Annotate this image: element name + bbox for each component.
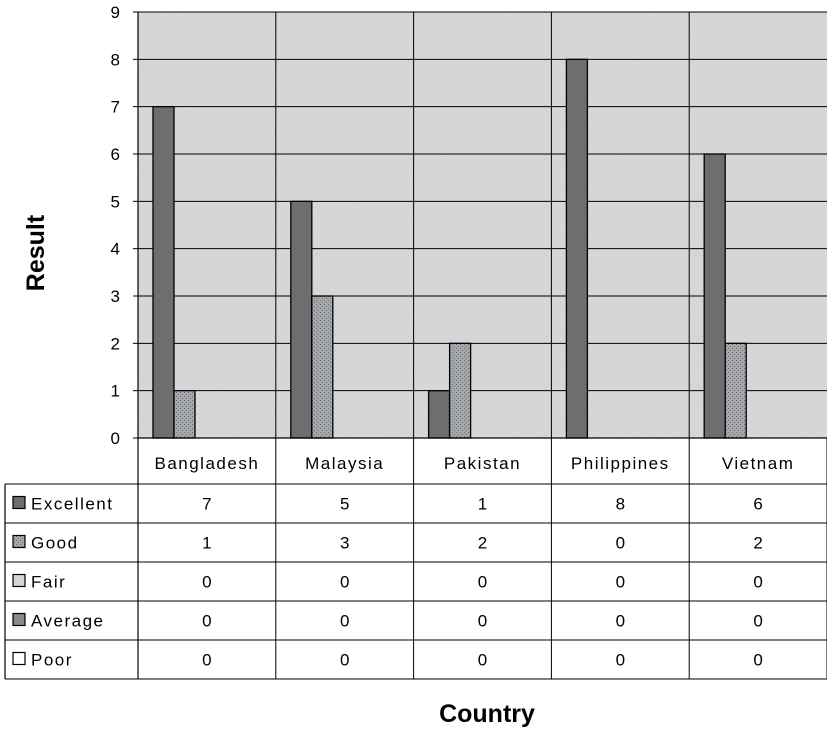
legend-label-poor: Poor: [31, 651, 73, 670]
legend-key-fair: [12, 573, 26, 588]
x-tick-label: Vietnam: [722, 454, 795, 473]
y-tick-label: 7: [111, 98, 120, 117]
bar-good-pakistan: [448, 342, 472, 439]
table-cell-value: 0: [616, 573, 625, 592]
x-axis-title: Country: [439, 700, 535, 728]
y-tick-label: 1: [111, 382, 120, 401]
table-cell-value: 3: [340, 534, 349, 553]
table-cell-value: 6: [753, 495, 762, 514]
table-cell-value: 0: [202, 651, 211, 670]
legend-key-average: [12, 612, 26, 627]
y-tick-label: 9: [111, 3, 120, 22]
y-tick-label: 6: [111, 145, 120, 164]
bar-excellent-pakistan: [427, 390, 451, 439]
table-cell-value: 2: [478, 534, 487, 553]
y-tick-label: 3: [111, 287, 120, 306]
legend-label-good: Good: [31, 534, 79, 553]
y-tick-label: 8: [111, 50, 120, 69]
y-tick-label: 2: [111, 334, 120, 353]
legend-key-excellent: [12, 495, 26, 510]
table-cell-value: 0: [753, 651, 762, 670]
x-tick-label: Malaysia: [305, 454, 384, 473]
legend-key-poor: [12, 651, 26, 666]
y-axis-title: Result: [22, 214, 50, 291]
axes: [133, 11, 827, 439]
bar-good-bangladesh: [173, 390, 196, 439]
table-cell-value: 0: [340, 573, 349, 592]
table-cell-value: 0: [753, 612, 762, 631]
table-cell-value: 0: [478, 573, 487, 592]
x-tick-label: Philippines: [571, 454, 670, 473]
bar-excellent-vietnam: [703, 153, 726, 439]
table-cell-value: 0: [340, 651, 349, 670]
table-cell-value: 8: [616, 495, 625, 514]
legend-label-fair: Fair: [31, 573, 66, 592]
table-cell-value: 7: [202, 495, 211, 514]
x-tick-label: Pakistan: [444, 454, 521, 473]
y-tick-label: 0: [111, 429, 120, 448]
table-cell-value: 1: [478, 495, 487, 514]
table-cell-value: 0: [478, 612, 487, 631]
x-tick-label: Bangladesh: [154, 454, 259, 473]
bar-excellent-bangladesh: [152, 106, 175, 439]
table-cell-value: 1: [202, 534, 211, 553]
bars: [152, 58, 747, 439]
table-cell-value: 2: [753, 534, 762, 553]
legend-label-average: Average: [31, 612, 105, 631]
table-cell-value: 0: [753, 573, 762, 592]
legend-key-good: [12, 534, 26, 549]
table-cell-value: 0: [202, 612, 211, 631]
table-cell-value: 0: [202, 573, 211, 592]
table-cell-value: 0: [478, 651, 487, 670]
bar-excellent-philippines: [565, 58, 589, 439]
y-tick-label: 5: [111, 192, 120, 211]
y-tick-label: 4: [111, 240, 120, 259]
table-cell-value: 0: [340, 612, 349, 631]
legend-label-excellent: Excellent: [31, 495, 113, 514]
y-tick-labels: 0 1 2 3 4 5 6 7 8 9: [111, 3, 120, 448]
table-cell-value: 5: [340, 495, 349, 514]
bar-good-vietnam: [724, 342, 747, 439]
table-cell-value: 0: [616, 612, 625, 631]
bar-excellent-malaysia: [290, 200, 313, 439]
bar-good-malaysia: [311, 295, 334, 439]
table-cell-value: 0: [616, 534, 625, 553]
data-table: Bangladesh Malaysia Pakistan Philippines Vie…: [4, 438, 827, 680]
table-cell-value: 0: [616, 651, 625, 670]
